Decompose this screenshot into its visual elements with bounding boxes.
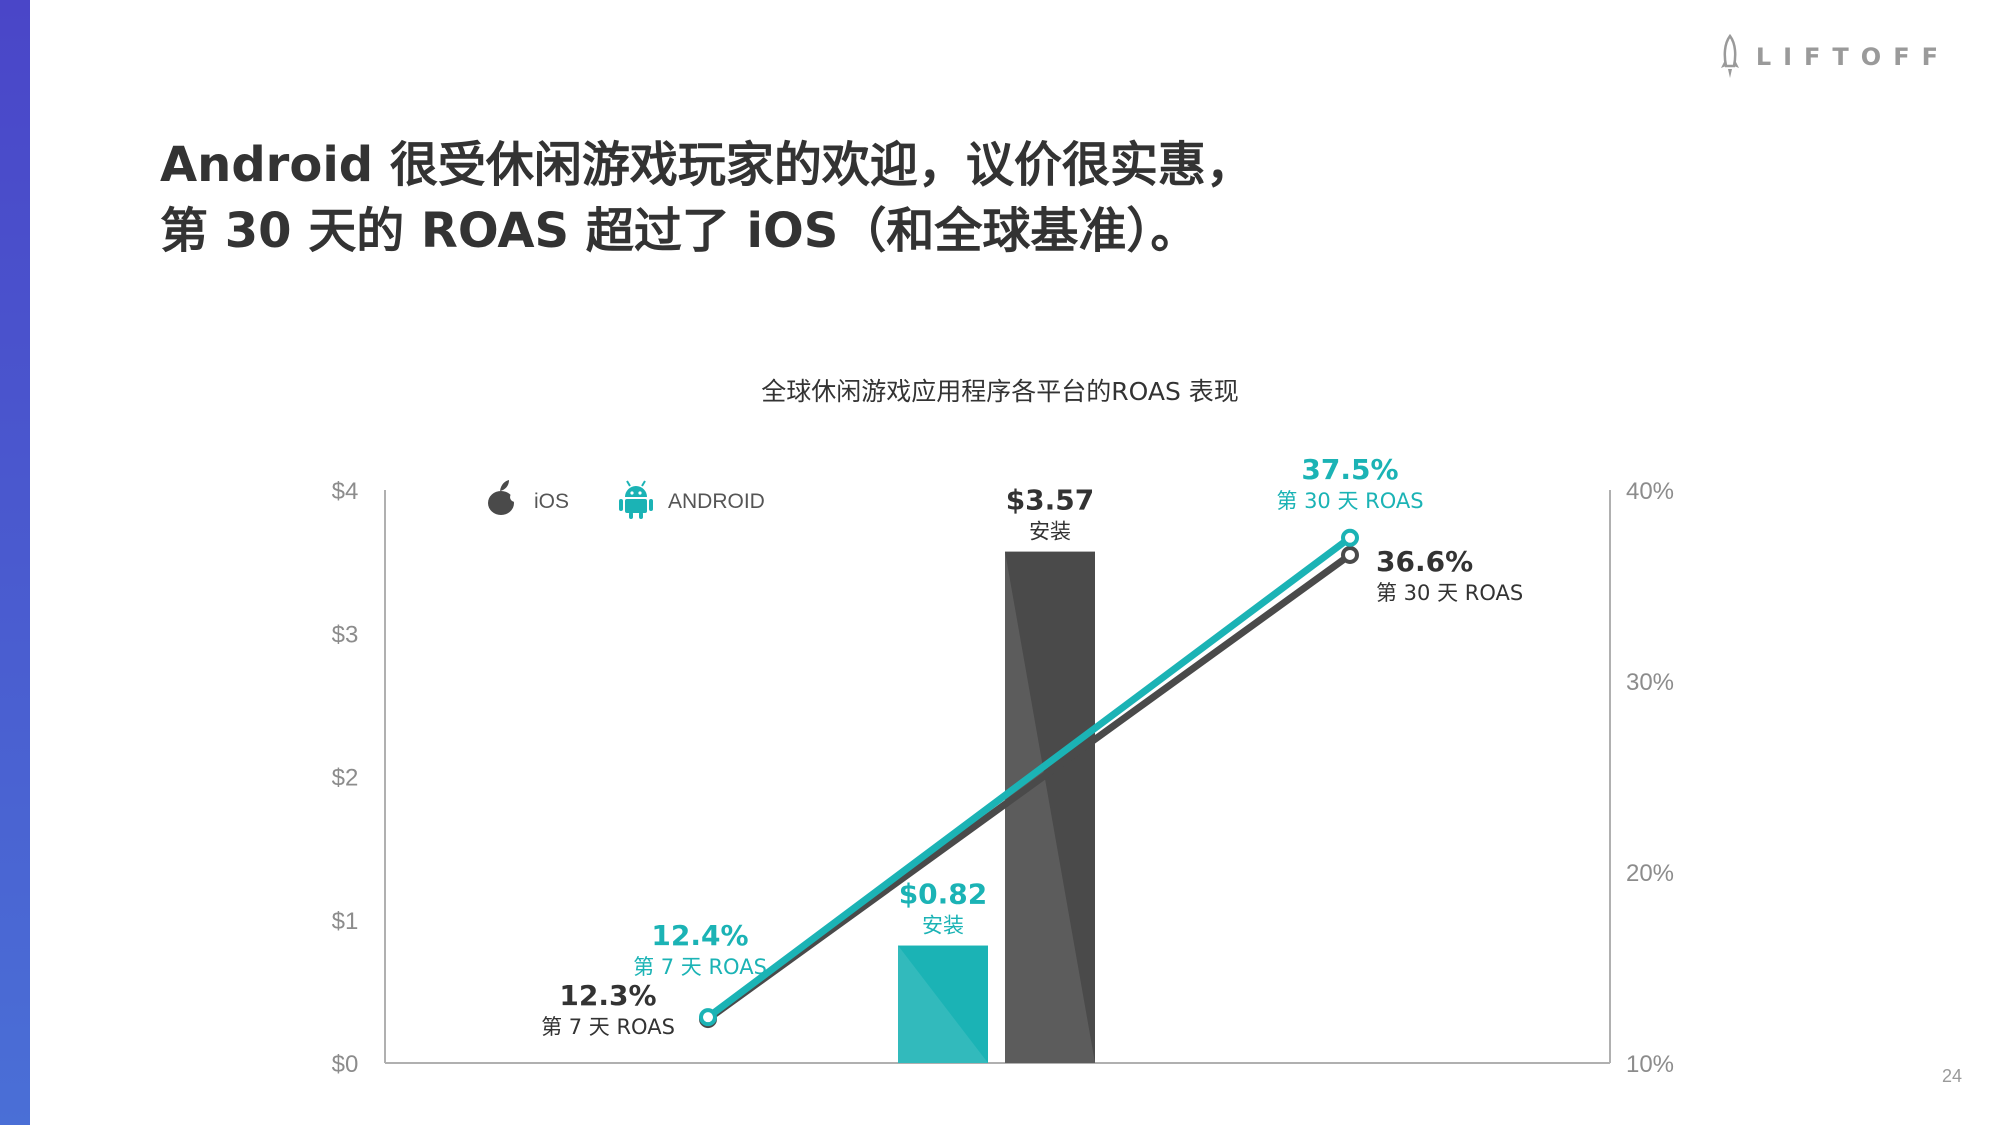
bar-ios [1005, 551, 1095, 1063]
side-accent-bar [0, 0, 30, 1125]
rocket-icon [1720, 34, 1739, 78]
left-tick-label: $0 [332, 1051, 359, 1078]
page-title-line-1: Android 很受休闲游戏玩家的欢迎，议价很实惠， [160, 137, 1254, 193]
chart-title: 全球休闲游戏应用程序各平台的ROAS 表现 [761, 377, 1239, 406]
right-tick-label: 30% [1626, 669, 1674, 696]
legend-item-ios: iOS [488, 480, 569, 515]
android-icon [619, 480, 653, 519]
right-tick-label: 40% [1626, 478, 1674, 505]
right-tick-label: 20% [1626, 860, 1674, 887]
legend-item-android: ANDROID [619, 480, 765, 519]
chart-legend: iOS ANDROID [488, 480, 765, 519]
chart-lines [699, 528, 1359, 1029]
page-title: Android 很受休闲游戏玩家的欢迎，议价很实惠， 第 30 天的 ROAS … [160, 132, 1660, 264]
chart-axes: $0 $1 $2 $3 $4 10% 20% 30% 40% [332, 478, 1674, 1078]
page-number: 24 [1941, 1066, 1962, 1086]
bar-android [898, 945, 988, 1063]
apple-icon [488, 480, 520, 515]
left-tick-label: $2 [332, 765, 359, 792]
line-point [699, 1008, 717, 1027]
legend-label: iOS [534, 490, 569, 513]
page-title-line-2: 第 30 天的 ROAS 超过了 iOS（和全球基准）。 [160, 203, 1199, 259]
point-value-label: 36.6% [1376, 545, 1473, 578]
point-sublabel: 第 30 天 ROAS [1276, 489, 1423, 513]
series-line [704, 551, 1354, 1023]
bar-shade [898, 945, 988, 1063]
left-tick-label: $3 [332, 621, 359, 648]
series-line [704, 534, 1354, 1021]
right-tick-label: 10% [1626, 1051, 1674, 1078]
line-point [1341, 545, 1359, 564]
point-sublabel: 第 7 天 ROAS [541, 1015, 675, 1039]
bar-rect [1005, 551, 1095, 1063]
point-value-label: 12.3% [559, 979, 656, 1012]
line-point [1341, 528, 1359, 547]
point-sublabel: 第 7 天 ROAS [633, 955, 767, 979]
chart-bars [898, 551, 1095, 1063]
liftoff-logo: LIFTOFF [1718, 34, 1950, 80]
line-android [699, 528, 1359, 1027]
point-value-label: 12.4% [651, 919, 748, 952]
point-value-label: 37.5% [1301, 453, 1398, 486]
bar-rect [898, 945, 988, 1063]
bar-sublabel: 安装 [922, 914, 964, 938]
point-sublabel: 第 30 天 ROAS [1376, 581, 1523, 605]
left-tick-label: $1 [332, 908, 359, 935]
legend-label: ANDROID [668, 490, 765, 513]
bar-sublabel: 安装 [1029, 520, 1071, 544]
bar-value-label: $3.57 [1006, 484, 1095, 517]
bar-value-label: $0.82 [899, 878, 988, 911]
logo-text: LIFTOFF [1755, 43, 1950, 71]
left-tick-label: $4 [332, 478, 359, 505]
bar-shade [1005, 551, 1095, 1063]
